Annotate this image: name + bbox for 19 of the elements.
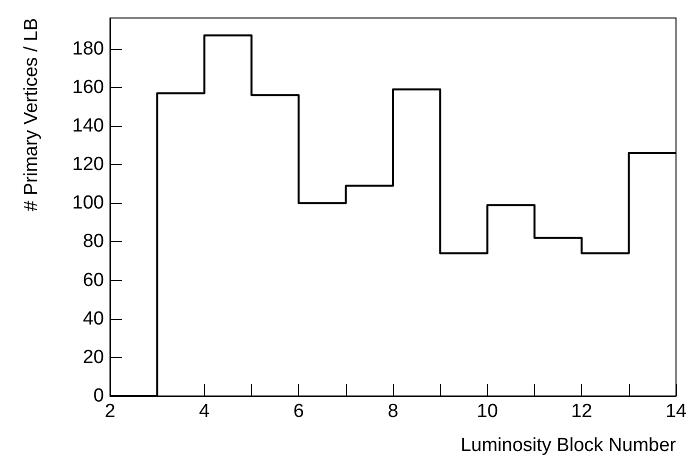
x-tick-label: 10 xyxy=(476,401,498,422)
x-tick-label: 12 xyxy=(571,401,592,422)
y-tick-label: 180 xyxy=(72,38,104,60)
y-tick-label: 120 xyxy=(72,154,104,176)
y-tick-label: 40 xyxy=(82,308,104,330)
x-axis-title: Luminosity Block Number xyxy=(460,435,677,456)
x-tick-label: 14 xyxy=(665,401,687,422)
y-tick-label: 20 xyxy=(82,346,104,368)
y-tick-label: 160 xyxy=(72,76,104,98)
y-tick-label: 60 xyxy=(82,270,104,291)
x-tick-label: 2 xyxy=(104,401,116,422)
y-tick-label: 80 xyxy=(82,231,104,252)
y-tick-label: 100 xyxy=(72,192,104,214)
y-tick-label: 0 xyxy=(93,386,104,406)
y-axis-title: # Primary Vertices / LB xyxy=(21,18,42,212)
y-tick-label: 140 xyxy=(72,116,104,136)
x-tick-label: 6 xyxy=(293,401,304,422)
x-tick-label: 8 xyxy=(388,401,398,422)
x-tick-label: 4 xyxy=(199,401,210,422)
